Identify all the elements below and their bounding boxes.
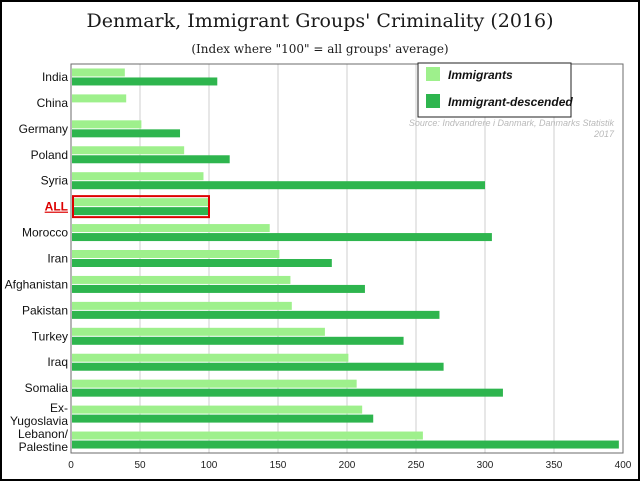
category-label: Syria (41, 174, 69, 188)
x-tick-label: 400 (615, 460, 632, 471)
chart-subtitle: (Index where "100" = all groups' average… (191, 42, 449, 56)
bar-immigrants (72, 327, 325, 336)
x-tick-label: 250 (408, 460, 425, 471)
x-tick-label: 100 (201, 460, 218, 471)
bar-immigrant-descended (72, 129, 181, 138)
bar-immigrant-descended (72, 207, 209, 216)
legend-swatch-descended (426, 94, 440, 108)
category-label: Somalia (25, 381, 69, 395)
category-label: India (42, 70, 68, 84)
bar-immigrant-descended (72, 155, 230, 164)
bar-immigrant-descended (72, 77, 218, 86)
bar-immigrant-descended (72, 440, 619, 449)
x-tick-label: 0 (68, 460, 74, 471)
bar-immigrants (72, 275, 291, 284)
category-label: Pakistan (22, 303, 68, 317)
category-label: Iran (47, 252, 68, 266)
bar-immigrant-descended (72, 233, 492, 242)
chart-title: Denmark, Immigrant Groups' Criminality (… (86, 10, 554, 32)
bar-immigrant-descended (72, 284, 365, 293)
bar-immigrants (72, 405, 363, 414)
bar-immigrants (72, 250, 280, 258)
category-label: Turkey (32, 329, 68, 343)
legend-box (417, 62, 572, 118)
bar-immigrants (72, 379, 357, 388)
bar-immigrants (72, 146, 185, 155)
bar-immigrants (72, 172, 204, 181)
legend-label-descended: Immigrant-descended (448, 95, 573, 109)
bar-immigrant-descended (72, 362, 444, 371)
bar-immigrants (72, 431, 423, 440)
bar-immigrants (72, 120, 142, 129)
x-tick-label: 50 (134, 460, 146, 471)
category-label: Morocco (22, 226, 68, 240)
plot-area-border (70, 63, 624, 454)
all-highlight-box (72, 195, 210, 219)
source-note: Source: Indvandrere i Danmark, Danmarks … (409, 118, 615, 139)
bar-immigrants (72, 198, 209, 207)
bar-immigrants (72, 353, 349, 362)
legend-swatch-immigrants (426, 67, 440, 81)
x-tick-label: 150 (270, 460, 287, 471)
category-label: Afghanistan (5, 277, 68, 291)
legend-label-immigrants: Immigrants (448, 68, 513, 82)
bar-immigrants (72, 301, 292, 310)
x-tick-label: 350 (546, 460, 563, 471)
bar-immigrant-descended (72, 388, 503, 397)
category-label: Iraq (47, 355, 68, 369)
category-label: Ex-Yugoslavia (10, 401, 68, 428)
x-tick-label: 300 (477, 460, 494, 471)
x-tick-label: 200 (339, 460, 356, 471)
category-label: Germany (19, 122, 68, 136)
category-label: China (37, 96, 69, 110)
bar-immigrants (72, 94, 127, 103)
bar-immigrants (72, 224, 270, 233)
bar-immigrant-descended (72, 181, 485, 190)
bar-immigrant-descended (72, 336, 404, 345)
bar-immigrants (72, 68, 125, 77)
category-label: ALL (45, 200, 68, 214)
category-label: Lebanon/Palestine (18, 427, 69, 454)
bar-immigrant-descended (72, 259, 332, 267)
bar-immigrant-descended (72, 310, 440, 319)
bar-immigrant-descended (72, 414, 374, 423)
category-label: Poland (31, 148, 68, 162)
